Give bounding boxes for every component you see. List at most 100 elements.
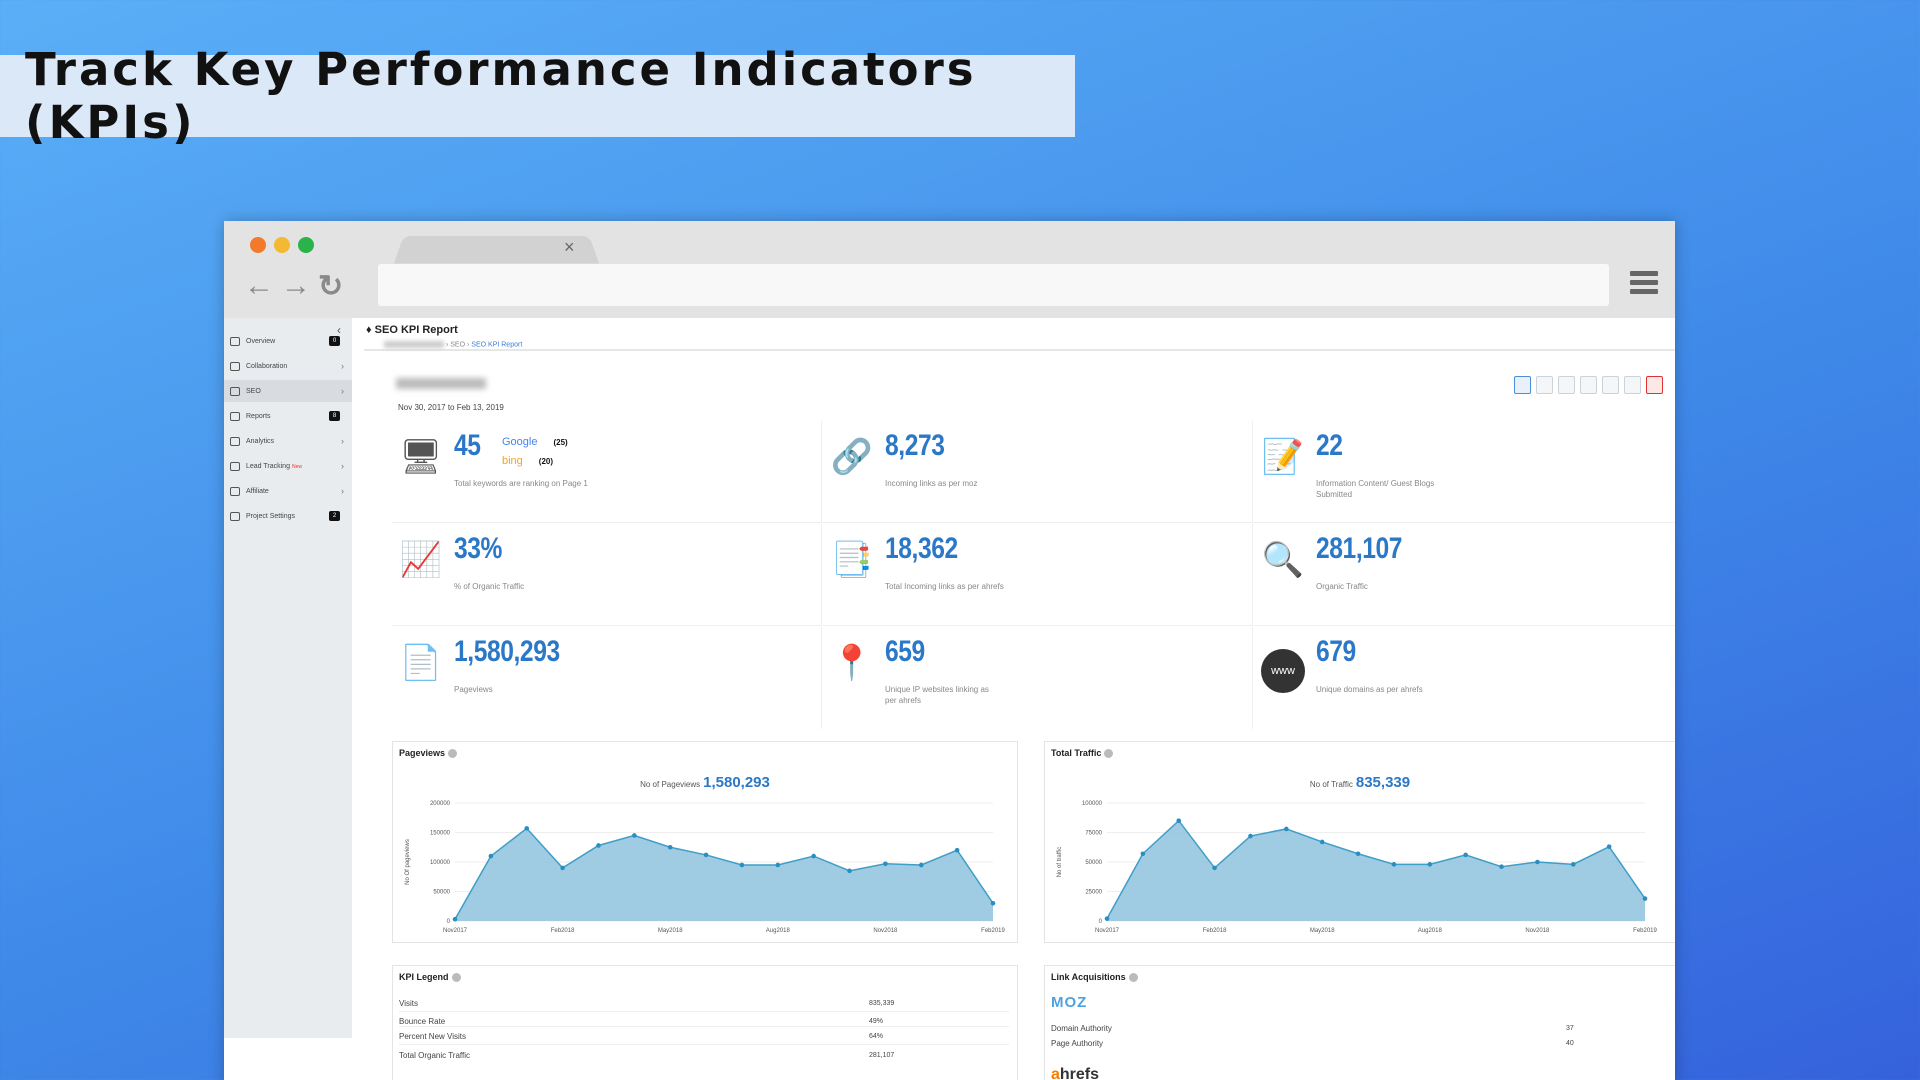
overview-icon <box>230 336 240 346</box>
tab-close-icon[interactable]: × <box>564 237 575 257</box>
data-point <box>1606 844 1612 849</box>
data-point <box>847 868 852 874</box>
data-point <box>1535 859 1540 865</box>
sidebar-item-label: Project Settings <box>246 512 296 520</box>
kpi-ahrefs-links: 📑 18,362 Total Incoming links as per ahr… <box>823 524 1253 626</box>
kpi-content: 📝 22 Information Content/ Guest Blogs Su… <box>1254 421 1675 523</box>
sidebar-item-affiliate[interactable]: Affiliate › <box>224 480 352 502</box>
kpi-description: Total Incoming links as per ahrefs <box>885 582 1004 591</box>
lead-tracking-icon <box>230 461 240 471</box>
legend-row: Visits 835,339 <box>399 996 1009 1012</box>
magnifier-leaf-icon: 🔍 <box>1261 541 1305 579</box>
sidebar-item-seo[interactable]: SEO › <box>224 380 352 402</box>
help-icon[interactable] <box>1104 749 1114 759</box>
maximize-window-dot[interactable] <box>298 237 314 253</box>
new-badge: New <box>291 463 302 470</box>
x-tick-label: May2018 <box>658 928 683 934</box>
y-tick-label: 200000 <box>430 801 451 807</box>
export-toolbar <box>1514 376 1663 394</box>
data-point <box>1642 896 1648 901</box>
sidebar-item-collaboration[interactable]: Collaboration › <box>224 355 352 377</box>
forward-arrow-icon[interactable]: → <box>281 269 311 302</box>
hamburger-menu-icon[interactable] <box>1630 271 1658 298</box>
data-point <box>918 862 924 868</box>
banner-title: Track Key Performance Indicators (KPIs) <box>25 43 977 149</box>
sidebar-item-overview[interactable]: Overview 0 <box>224 330 352 352</box>
browser-window: × ← → ↻ ‹ Overview 0 Collaboration › SEO… <box>224 221 1675 1080</box>
sidebar-item-reports[interactable]: Reports 8 <box>224 405 352 427</box>
sidebar: ‹ Overview 0 Collaboration › SEO › Repor… <box>224 318 352 1038</box>
data-point <box>1570 862 1576 867</box>
kpi-unique-domains: www 679 Unique domains as per ahrefs <box>1254 627 1675 729</box>
kpi-organic-percent: 📈 33% % of Organic Traffic <box>392 524 822 626</box>
card-title: Total Traffic <box>1051 748 1114 759</box>
address-bar[interactable] <box>378 264 1609 306</box>
calendar-icon[interactable] <box>1558 376 1575 394</box>
y-tick-label: 50000 <box>433 890 450 896</box>
pdf-export-icon[interactable] <box>1646 376 1663 394</box>
kpi-value: 33% <box>454 532 503 565</box>
data-point <box>488 853 494 859</box>
report-name-blurred <box>396 378 486 389</box>
calendar-all-icon[interactable] <box>1514 376 1531 394</box>
chart-subtitle: No of Pageviews 1,580,293 <box>640 774 770 791</box>
minimize-window-dot[interactable] <box>274 237 290 253</box>
x-tick-label: Feb2019 <box>981 928 1005 934</box>
data-point <box>1140 851 1146 857</box>
data-point <box>1463 852 1468 858</box>
calendar-icon[interactable] <box>1536 376 1553 394</box>
analytics-icon <box>230 436 240 446</box>
x-tick-label: Aug2018 <box>1418 928 1443 934</box>
y-axis-label: No Of pageviews <box>405 839 411 885</box>
kpi-moz-links: 🔗 8,273 Incoming links as per moz <box>823 421 1253 523</box>
report-date-range: Nov 30, 2017 to Feb 13, 2019 <box>398 403 504 412</box>
x-tick-label: Nov2017 <box>443 928 468 934</box>
y-tick-label: 0 <box>1099 919 1103 925</box>
ip-pin-icon: 📍 <box>830 644 874 682</box>
close-window-dot[interactable] <box>250 237 266 253</box>
seo-icon <box>230 386 240 396</box>
calendar-icon[interactable] <box>1602 376 1619 394</box>
chevron-right-icon: › <box>341 486 344 496</box>
sidebar-collapse-icon[interactable]: ‹ <box>337 323 341 337</box>
kpi-description: Unique domains as per ahrefs <box>1316 685 1423 694</box>
series-line <box>1106 819 1646 920</box>
kpi-description: Information Content/ Guest Blogs Submitt… <box>1316 479 1435 499</box>
data-point <box>1427 862 1433 867</box>
page-header <box>364 321 1675 351</box>
kpi-description: Total keywords are ranking on Page 1 <box>454 479 588 488</box>
sidebar-item-analytics[interactable]: Analytics › <box>224 430 352 452</box>
kpi-organic-traffic: 🔍 281,107 Organic Traffic <box>1254 524 1675 626</box>
help-icon[interactable] <box>1128 973 1138 983</box>
kpi-unique-ip: 📍 659 Unique IP websites linking as per … <box>823 627 1253 729</box>
documents-icon: 📄 <box>399 644 443 682</box>
sidebar-item-lead-tracking[interactable]: Lead Tracking New › <box>224 455 352 477</box>
kpi-description: Organic Traffic <box>1316 582 1368 591</box>
calendar-icon[interactable] <box>1624 376 1641 394</box>
calendar-icon[interactable] <box>1580 376 1597 394</box>
link-icon: 🔗 <box>830 438 874 476</box>
back-arrow-icon[interactable]: ← <box>244 269 274 302</box>
data-point <box>452 916 458 922</box>
sidebar-item-project-settings[interactable]: Project Settings 2 <box>224 505 352 527</box>
y-tick-label: 50000 <box>1085 860 1102 866</box>
data-point <box>1284 826 1289 832</box>
x-tick-label: Feb2018 <box>1203 928 1227 934</box>
kpi-description: Unique IP websites linking as per ahrefs <box>885 685 989 705</box>
breadcrumb-seo[interactable]: SEO <box>450 341 466 349</box>
kpi-value: 22 <box>1316 429 1343 462</box>
kpi-value: 281,107 <box>1316 532 1403 565</box>
kpi-value: 45 <box>454 429 481 462</box>
google-logo: Google <box>502 436 538 448</box>
breadcrumb-current[interactable]: SEO KPI Report <box>471 341 523 349</box>
reload-icon[interactable]: ↻ <box>318 270 344 303</box>
sidebar-item-label: Analytics <box>246 437 275 445</box>
data-point <box>1212 865 1217 871</box>
chart-subtitle: No of Traffic 835,339 <box>1309 774 1411 791</box>
chevron-right-icon: › <box>341 386 344 396</box>
reports-icon <box>230 411 240 421</box>
series-area <box>1107 820 1645 921</box>
help-icon[interactable] <box>451 973 461 983</box>
kpi-description: Pageviews <box>454 685 493 694</box>
help-icon[interactable] <box>448 749 458 759</box>
